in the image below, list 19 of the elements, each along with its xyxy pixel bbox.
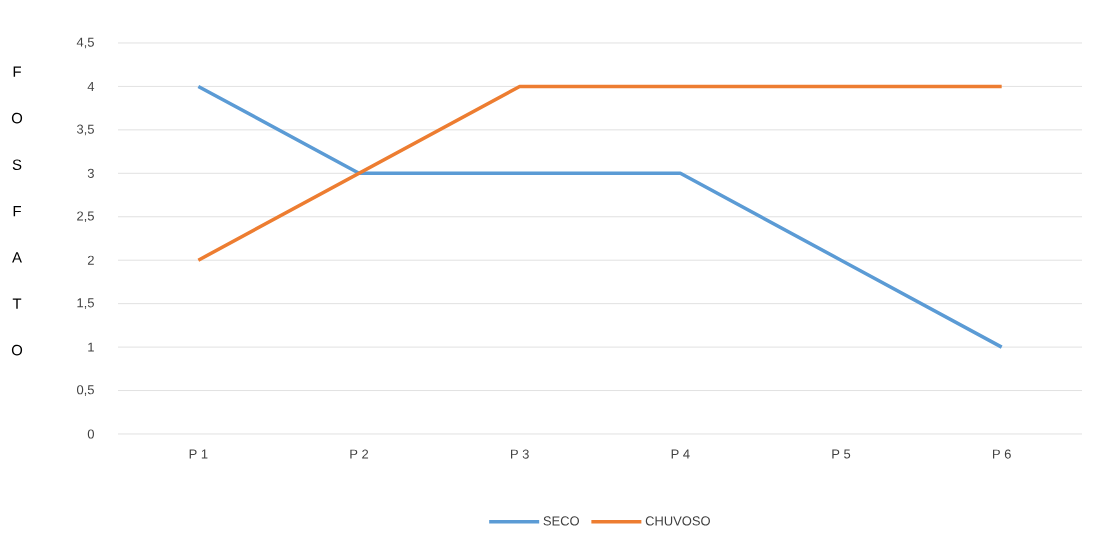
x-tick-label: P 2 bbox=[350, 449, 369, 459]
y-tick-label: 0 bbox=[87, 429, 94, 439]
y-tick-label: 3,5 bbox=[76, 124, 94, 136]
y-tick-label: 2,5 bbox=[77, 211, 94, 223]
y-tick-label: 2 bbox=[87, 255, 94, 265]
text: FOSFATO bbox=[11, 66, 23, 356]
y-tick-label: 3 bbox=[87, 168, 94, 178]
x-tick-label: P 4 bbox=[671, 449, 690, 459]
legend-label: CHUVOSO bbox=[645, 516, 710, 526]
legend-label: SECO bbox=[543, 516, 579, 526]
x-tick-label: P 5 bbox=[832, 449, 851, 459]
y-tick-label: 4,5 bbox=[76, 37, 94, 49]
x-tick-label: P 3 bbox=[511, 449, 529, 459]
y-tick-label: 1 bbox=[88, 342, 94, 352]
y-tick-label: 4 bbox=[87, 81, 95, 91]
x-tick-label: P 1 bbox=[189, 449, 208, 459]
y-tick-label: 1,5 bbox=[77, 298, 94, 309]
y-tick-label: 0,5 bbox=[76, 385, 94, 396]
x-tick-label: P 6 bbox=[993, 449, 1011, 459]
